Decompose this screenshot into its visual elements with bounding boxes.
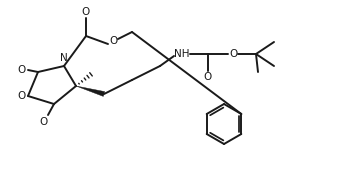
Text: O: O <box>229 49 237 59</box>
Text: O: O <box>39 117 47 127</box>
Text: O: O <box>204 72 212 82</box>
Text: O: O <box>17 91 25 101</box>
Polygon shape <box>76 86 105 96</box>
Text: NH: NH <box>174 49 190 59</box>
Text: N: N <box>60 53 68 63</box>
Text: O: O <box>82 7 90 17</box>
Text: O: O <box>109 36 117 46</box>
Text: O: O <box>18 65 26 75</box>
